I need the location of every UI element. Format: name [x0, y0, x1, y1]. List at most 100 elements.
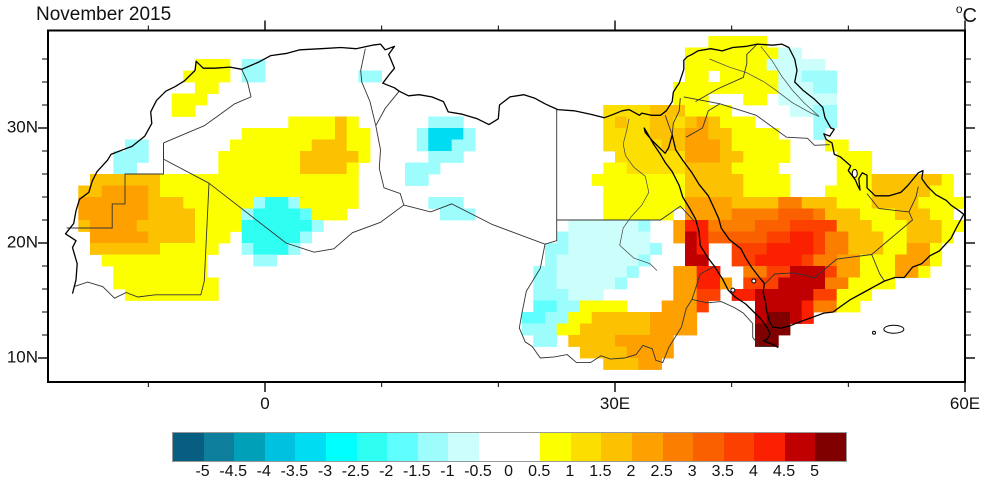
anomaly-cell — [755, 220, 791, 232]
colorbar-box — [601, 433, 632, 461]
border-line — [556, 205, 695, 222]
anomaly-cell — [708, 128, 732, 140]
anomaly-cell — [580, 323, 651, 336]
anomaly-cell — [883, 231, 907, 244]
colorbar-box — [234, 433, 265, 461]
anomaly-cell — [568, 335, 616, 347]
colorbar-box — [325, 433, 357, 461]
anomaly-cell — [685, 47, 779, 60]
anomaly-cell — [720, 70, 779, 83]
colorbar-label: 2 — [626, 463, 636, 480]
anomaly-cell — [673, 277, 697, 290]
anomaly-cell — [673, 82, 779, 94]
anomaly-cell — [708, 231, 767, 244]
anomaly-cell — [335, 128, 348, 140]
anomaly-cell — [545, 243, 569, 255]
anomaly-cell — [801, 197, 838, 209]
anomaly-cell — [346, 116, 359, 129]
anomaly-cell — [615, 151, 686, 163]
anomaly-cell — [825, 231, 849, 244]
anomaly-cell — [685, 128, 709, 140]
colorbar-label: 1.5 — [589, 463, 612, 480]
border-line — [671, 98, 681, 135]
anomaly-cell — [860, 208, 896, 221]
anomaly-cell — [416, 139, 429, 152]
colorbar-label: -1.5 — [403, 463, 431, 480]
anomaly-cell — [825, 208, 861, 221]
border-line — [685, 103, 721, 138]
anomaly-cell — [241, 243, 254, 255]
anomaly-cell — [78, 185, 102, 198]
border-line — [66, 142, 164, 229]
anomaly-cell — [650, 312, 698, 324]
colorbar-label: 0.5 — [528, 463, 551, 480]
anomaly-cell — [801, 254, 814, 267]
anomaly-cell — [556, 254, 639, 267]
colorbar-box — [356, 433, 388, 461]
anomaly-cell — [696, 266, 721, 278]
colorbar-label: 3.5 — [711, 463, 734, 480]
anomaly-cell — [871, 220, 908, 232]
anomaly-cell — [906, 243, 931, 255]
colorbar-box — [173, 433, 204, 461]
anomaly-cell — [300, 151, 359, 163]
anomaly-cell — [90, 243, 161, 255]
anomaly-cell — [836, 197, 873, 209]
border-line — [866, 193, 910, 213]
anomaly-cell — [148, 185, 161, 198]
anomaly-cell — [673, 93, 709, 106]
anomaly-cell — [218, 151, 301, 163]
anomaly-cell — [568, 231, 651, 244]
anomaly-cell — [825, 139, 849, 152]
anomaly-cell — [451, 139, 476, 152]
anomaly-cell — [160, 174, 359, 186]
anomaly-cell — [895, 254, 931, 267]
colorbar-box — [264, 433, 296, 461]
anomaly-cell — [615, 335, 674, 347]
anomaly-cell — [836, 151, 873, 163]
anomaly-cell — [463, 128, 476, 140]
anomaly-cell — [813, 105, 837, 117]
anomaly-cell — [930, 254, 943, 267]
anomaly-cell — [743, 277, 779, 290]
colorbar-label: -3.5 — [280, 463, 309, 480]
colorbar-label: 1 — [565, 463, 575, 480]
island-outline — [883, 324, 905, 334]
anomaly-cell — [813, 128, 826, 140]
lon-label-30E: 30E — [599, 394, 631, 413]
anomaly-cell — [160, 185, 359, 198]
frame-mask — [0, 0, 984, 31]
anomaly-cell — [90, 220, 138, 232]
colorbar-box — [448, 433, 479, 461]
anomaly-cell — [556, 266, 628, 278]
anomaly-cell — [778, 197, 802, 209]
river-line — [709, 58, 820, 117]
anomaly-cell — [673, 266, 697, 278]
border-line — [375, 90, 400, 126]
anomaly-cell — [288, 197, 301, 209]
anomaly-cell — [941, 174, 954, 186]
anomaly-cell — [825, 243, 849, 255]
anomaly-cell — [650, 128, 686, 140]
anomaly-cell — [883, 243, 907, 255]
frame-mask — [965, 0, 984, 484]
colorbar-box — [693, 433, 724, 461]
anomaly-cell — [743, 185, 791, 198]
anomaly-cell — [568, 312, 592, 324]
anomaly-cell — [778, 208, 814, 221]
anomaly-cell — [731, 128, 779, 140]
anomaly-cell — [101, 254, 208, 267]
colorbar-box — [662, 433, 694, 461]
coastline — [64, 43, 965, 349]
colorbar-box — [387, 433, 418, 461]
anomaly-cell — [288, 116, 336, 129]
anomaly-cell — [836, 220, 873, 232]
anomaly-cell — [148, 231, 196, 244]
border-line — [73, 183, 210, 299]
anomaly-cell — [673, 289, 697, 301]
anomaly-cell — [253, 197, 266, 209]
islands — [730, 168, 905, 335]
plot-title: November 2015 — [36, 4, 172, 25]
anomaly-cell — [638, 220, 651, 232]
anomaly-cell — [731, 162, 779, 175]
